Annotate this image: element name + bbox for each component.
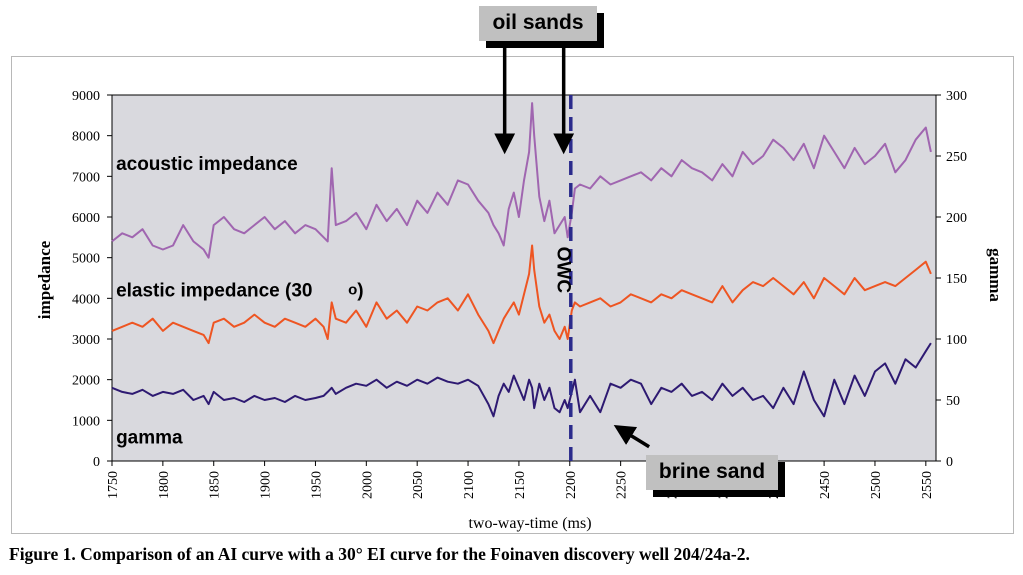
gamma-label: gamma [116,428,183,449]
y2-tick-label: 200 [946,211,967,226]
closing-paren: ) [357,280,363,301]
axes: 0 1000 2000 3000 4000 5000 6000 7000 8000 9000 0 50… [72,89,967,499]
y2-tick-label: 50 [946,394,960,409]
y2-tick-label: 300 [946,89,967,104]
y-tick-label: 1000 [72,414,100,429]
y2-tick-label: 0 [946,455,953,470]
x-tick-label: 1750 [106,471,121,499]
y-tick-label: 4000 [72,292,100,307]
y2-axis-label: gamma [986,248,1005,302]
x-tick-label: 2500 [869,471,884,499]
oil-sands-callout: oil sands [479,6,597,41]
elastic-impedance-label: elastic impedance (30 [116,280,312,301]
x-tick-label: 2250 [615,471,630,499]
y-tick-label: 8000 [72,130,100,145]
annotation-group: acoustic impedance elastic impedance (30 g… [116,48,651,469]
x-tick-label: 2050 [411,471,426,499]
y-tick-label: 5000 [72,252,100,267]
acoustic-impedance-label: acoustic impedance [116,154,298,175]
x-tick-label: 2150 [513,471,528,499]
y2-tick-label: 100 [946,333,967,348]
x-tick-label: 1850 [208,471,223,499]
series-line-acoustic [111,102,932,259]
plot-area [111,94,937,462]
y-tick-label: 2000 [72,374,100,389]
x-tick-label: 2100 [462,471,477,499]
y-axis-label: impedance [35,240,54,319]
x-axis-label: two-way-time (ms) [468,515,591,532]
x-tick-label: 1900 [259,471,274,499]
elastic-impedance-degree: o) [348,280,364,301]
x-tick-label: 2000 [360,471,375,499]
x-tick-label: 1950 [309,471,324,499]
series-group [111,102,932,418]
y-tick-label: 3000 [72,333,100,348]
y-tick-label: 0 [93,455,100,470]
y-tick-label: 9000 [72,89,100,104]
y2-tick-label: 250 [946,150,967,165]
y-tick-label: 6000 [72,211,100,226]
x-tick-label: 2550 [920,471,935,499]
y-tick-label: 7000 [72,170,100,185]
brine-sand-callout: brine sand [646,455,778,490]
brine-sand-arrow [613,424,651,449]
x-tick-label: 2450 [818,471,833,499]
y2-tick-label: 150 [946,272,967,287]
degree-sign: o [348,281,357,298]
series-line-elastic [111,244,932,345]
x-tick-label: 1800 [157,471,172,499]
figure-caption: Figure 1. Comparison of an AI curve with… [9,544,750,564]
owc-label: OWC [553,247,574,294]
series-line-gamma [111,342,932,418]
x-tick-label: 2200 [564,471,579,499]
